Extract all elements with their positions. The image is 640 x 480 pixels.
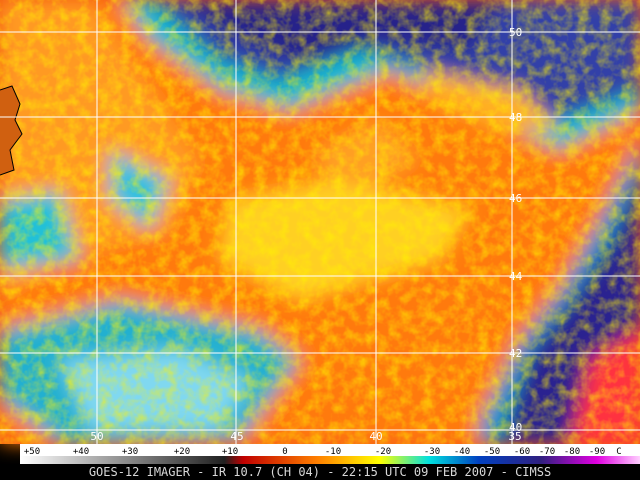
longitude-label: 50 (90, 430, 103, 443)
latitude-label: 50 (509, 26, 522, 39)
colorbar-label: -40 (454, 447, 470, 457)
colorbar-label: -80 (564, 447, 580, 457)
colorbar-label: +20 (174, 447, 190, 457)
colorbar-label: -20 (375, 447, 391, 457)
latitude-label: 42 (509, 347, 522, 360)
colorbar-label: -50 (484, 447, 500, 457)
caption-strip (0, 464, 640, 480)
colorbar-label: +30 (122, 447, 138, 457)
colorbar-unit: C (616, 447, 621, 457)
caption: GOES-12 IMAGER - IR 10.7 (CH 04) - 22:15… (89, 465, 551, 479)
lat-lon-grid (0, 0, 640, 444)
latitude-label: 48 (509, 111, 522, 124)
colorbar-label: +50 (24, 447, 40, 457)
latitude-label: 40 (509, 421, 522, 434)
colorbar-label: 0 (282, 447, 287, 457)
longitude-label: 35 (508, 430, 521, 443)
colorbar-label: -10 (325, 447, 341, 457)
colorbar-label: -30 (424, 447, 440, 457)
colorbar-label-strip (20, 444, 640, 456)
colorbar-label: +40 (73, 447, 89, 457)
latitude-label: 44 (509, 270, 523, 283)
latitude-label: 46 (509, 192, 522, 205)
longitude-label: 40 (369, 430, 382, 443)
colorbar (20, 456, 640, 464)
colorbar-label: -60 (514, 447, 530, 457)
colorbar-label: +10 (222, 447, 238, 457)
colorbar-label: -90 (589, 447, 605, 457)
longitude-label: 45 (230, 430, 243, 443)
cloud-field (0, 0, 640, 444)
colorbar-label: -70 (539, 447, 555, 457)
